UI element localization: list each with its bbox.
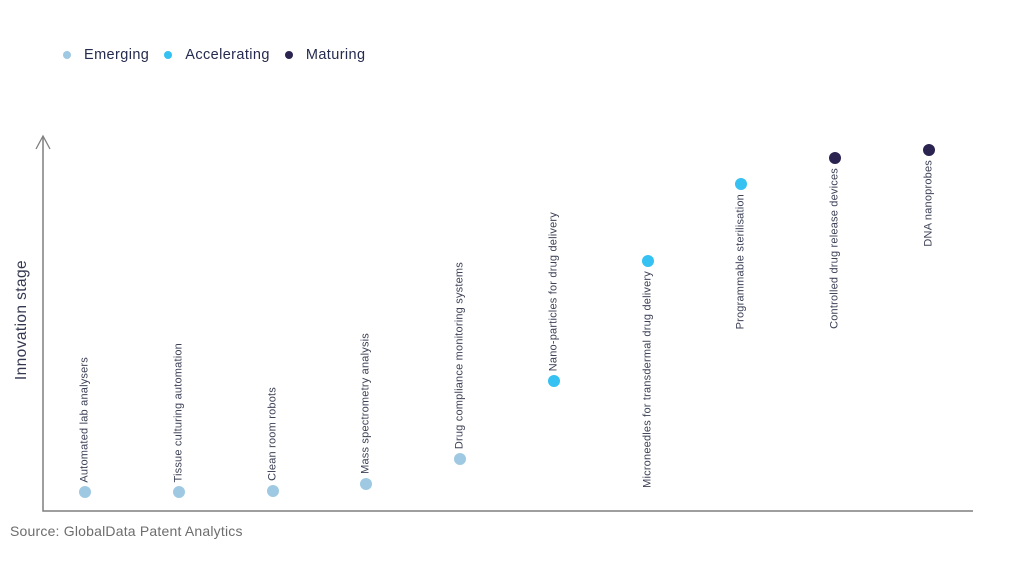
data-point <box>829 151 842 164</box>
point-label: Automated lab analysers <box>78 356 91 483</box>
data-point <box>360 477 373 490</box>
legend-label: Maturing <box>305 47 366 63</box>
axis-lines <box>42 137 973 512</box>
data-point <box>172 486 185 499</box>
point-label: Microneedles for transdermal drug delive… <box>641 270 654 488</box>
point-label: Programmable sterilisation <box>735 193 748 330</box>
data-point <box>641 254 654 267</box>
y-axis-title: Innovation stage <box>13 259 30 381</box>
data-point <box>266 485 279 498</box>
source-note: Source: GlobalData Patent Analytics <box>10 523 243 539</box>
point-label: Drug compliance monitoring systems <box>453 261 466 450</box>
data-point <box>735 177 748 190</box>
y-axis-arrow-icon <box>35 134 51 150</box>
data-point <box>547 374 560 387</box>
legend-dot-icon <box>284 51 293 59</box>
point-label: Clean room robots <box>266 387 279 482</box>
legend: Emerging Accelerating Maturing <box>63 47 365 63</box>
legend-item-emerging: Emerging <box>63 47 149 63</box>
point-label: Mass spectrometry analysis <box>360 333 373 474</box>
data-point <box>79 486 91 499</box>
legend-label: Emerging <box>84 47 150 63</box>
point-label: Nano-particles for drug delivery <box>547 211 560 371</box>
data-point <box>923 144 936 157</box>
legend-item-accelerating: Accelerating <box>164 47 270 63</box>
legend-item-maturing: Maturing <box>284 47 366 63</box>
point-label: DNA nanoprobes <box>922 160 935 247</box>
legend-label: Accelerating <box>185 47 270 63</box>
point-label: Tissue culturing automation <box>172 342 185 483</box>
data-point <box>454 453 467 466</box>
point-label: Controlled drug release devices <box>828 167 841 329</box>
legend-dot-icon <box>164 51 173 59</box>
legend-dot-icon <box>63 51 71 59</box>
